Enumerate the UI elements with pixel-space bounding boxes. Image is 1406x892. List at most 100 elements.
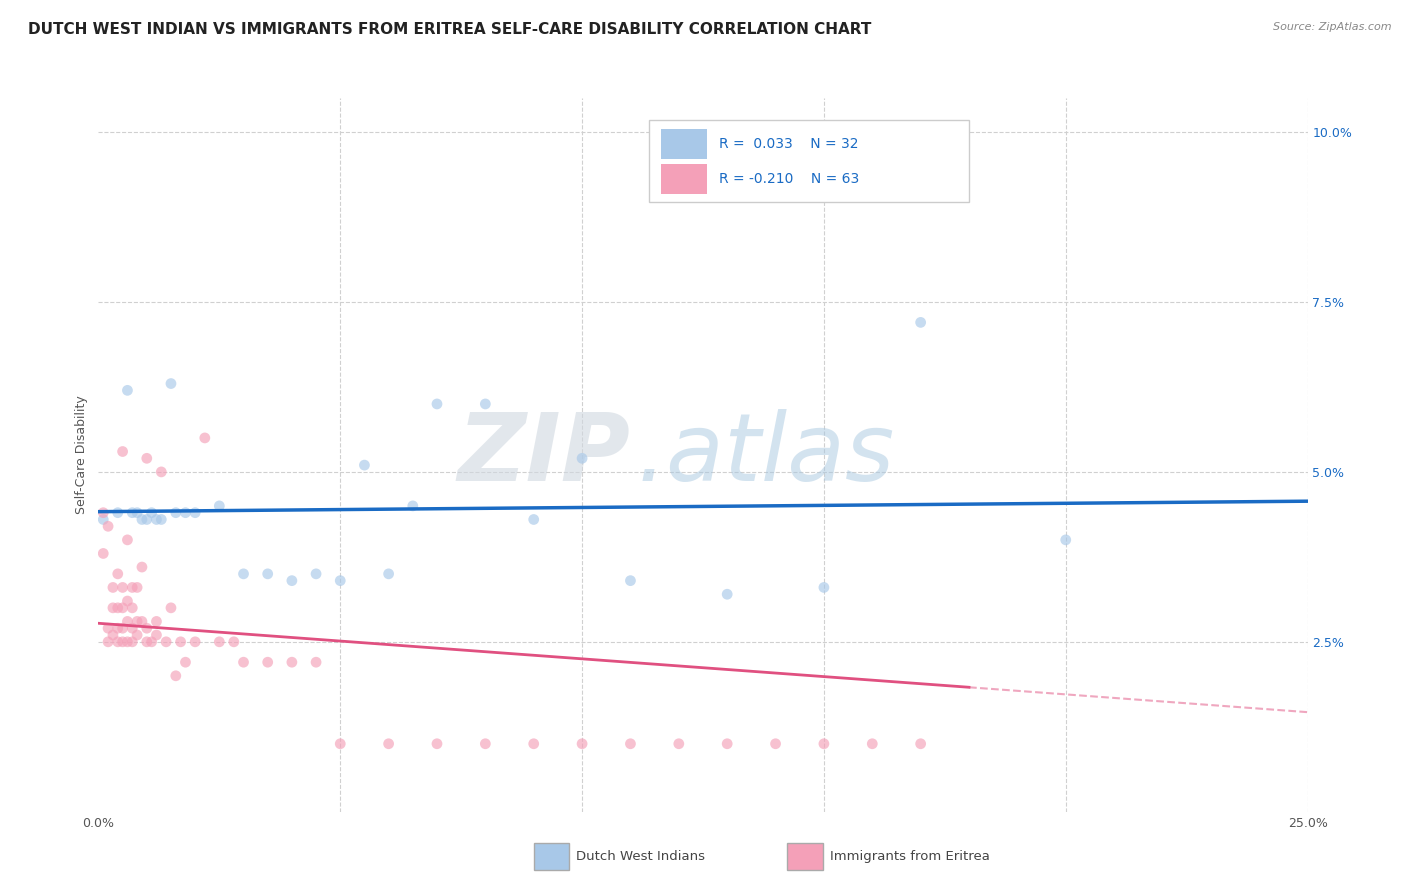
Point [474,397,496,411]
Point [141,635,163,649]
Point [111,621,134,635]
Point [131,615,153,629]
Text: ZIP: ZIP [457,409,630,501]
Point [107,600,129,615]
Point [101,600,124,615]
Point [256,566,278,581]
Point [208,635,231,649]
Point [571,737,593,751]
Point [107,506,129,520]
Point [127,581,149,595]
Point [121,581,143,595]
Point [910,315,932,329]
FancyBboxPatch shape [661,164,707,194]
Point [97,621,120,635]
Text: DUTCH WEST INDIAN VS IMMIGRANTS FROM ERITREA SELF-CARE DISABILITY CORRELATION CH: DUTCH WEST INDIAN VS IMMIGRANTS FROM ERI… [28,22,872,37]
Text: Dutch West Indians: Dutch West Indians [576,850,706,863]
Point [135,621,157,635]
Point [117,533,139,547]
Point [813,737,835,751]
Point [117,615,139,629]
Point [111,581,134,595]
Point [121,621,143,635]
Point [121,600,143,615]
Point [127,506,149,520]
Point [222,635,245,649]
Point [111,600,134,615]
Point [305,566,328,581]
Point [127,628,149,642]
FancyBboxPatch shape [648,120,969,202]
Point [716,587,738,601]
Point [716,737,738,751]
Point [426,397,449,411]
Point [97,635,120,649]
Point [1054,533,1077,547]
Point [571,451,593,466]
Point [910,737,932,751]
Point [97,519,120,533]
Text: R =  0.033    N = 32: R = 0.033 N = 32 [718,136,858,151]
Point [194,431,217,445]
Point [117,635,139,649]
Text: Source: ZipAtlas.com: Source: ZipAtlas.com [1274,22,1392,32]
Point [91,512,114,526]
Point [523,737,546,751]
Point [377,566,399,581]
Point [107,566,129,581]
Text: Immigrants from Eritrea: Immigrants from Eritrea [830,850,990,863]
Point [860,737,883,751]
Point [619,737,641,751]
Point [150,512,173,526]
Point [165,506,187,520]
Point [107,635,129,649]
Point [111,635,134,649]
Point [155,635,177,649]
Point [402,499,425,513]
Point [232,566,254,581]
Point [91,546,114,560]
Point [160,376,183,391]
Point [184,635,207,649]
FancyBboxPatch shape [661,128,707,159]
Point [668,737,690,751]
Point [813,581,835,595]
Point [329,737,352,751]
Point [135,451,157,466]
Point [174,506,197,520]
Point [377,737,399,751]
Point [101,628,124,642]
Point [107,621,129,635]
Point [145,628,167,642]
Point [305,655,328,669]
Point [150,465,173,479]
Point [256,655,278,669]
Point [165,669,187,683]
Point [127,615,149,629]
Point [121,506,143,520]
Point [141,506,163,520]
Point [765,737,787,751]
Point [174,655,197,669]
Text: R = -0.210    N = 63: R = -0.210 N = 63 [718,172,859,186]
Point [281,655,304,669]
Point [329,574,352,588]
Point [111,444,134,458]
Point [160,600,183,615]
Point [135,512,157,526]
Point [523,512,546,526]
Point [117,594,139,608]
Point [91,506,114,520]
Point [281,574,304,588]
Point [101,581,124,595]
Point [135,635,157,649]
Point [117,384,139,398]
Point [619,574,641,588]
Point [145,615,167,629]
Point [184,506,207,520]
Point [426,737,449,751]
Point [232,655,254,669]
Point [353,458,375,472]
Y-axis label: Self-Care Disability: Self-Care Disability [75,395,89,515]
Point [208,499,231,513]
